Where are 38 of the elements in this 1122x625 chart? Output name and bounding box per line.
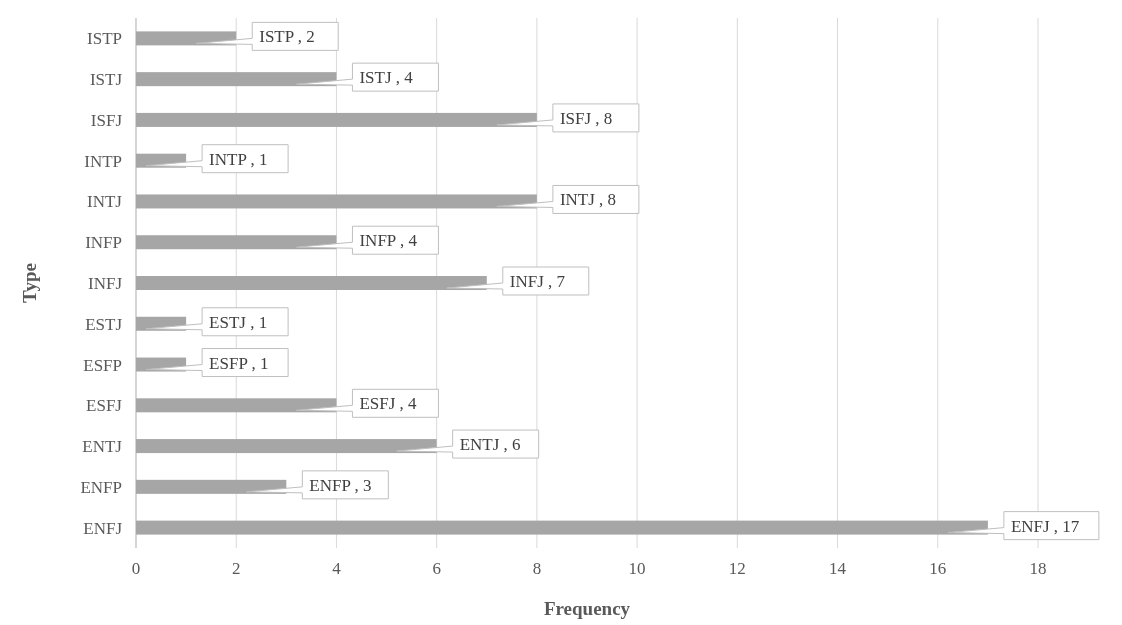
x-axis-title: Frequency — [543, 598, 631, 619]
data-label: ISTP , 2 — [259, 27, 315, 47]
y-axis-title: Type — [19, 263, 40, 303]
data-label: INFJ , 7 — [509, 272, 566, 291]
data-label: ESTJ , 1 — [209, 312, 268, 332]
data-label: INFP , 4 — [359, 231, 418, 251]
data-label: ESFJ , 4 — [359, 394, 418, 414]
x-tick-label: 18 — [1029, 559, 1047, 578]
y-tick-label: ISTJ — [89, 70, 123, 90]
data-label: ENFP , 3 — [309, 475, 372, 495]
y-tick-label: ENFJ — [83, 518, 123, 538]
y-tick-label: INTP — [84, 151, 122, 171]
data-label: INTJ , 8 — [559, 190, 617, 210]
y-tick-label: INFJ — [87, 274, 123, 293]
y-tick-label: ESFJ — [86, 396, 123, 416]
x-tick-label: 8 — [532, 559, 542, 578]
y-tick-label: ENFP — [80, 477, 122, 497]
data-label: INTP , 1 — [209, 149, 268, 169]
x-tick-label: 6 — [432, 559, 441, 578]
x-tick-label: 14 — [829, 559, 847, 578]
x-tick-label: 4 — [332, 559, 342, 578]
x-tick-label: 0 — [131, 559, 141, 578]
x-tick-label: 16 — [929, 559, 947, 578]
x-tick-label: 10 — [628, 559, 646, 578]
y-tick-label: INFP — [85, 233, 122, 253]
y-tick-label: ESFP — [83, 355, 122, 375]
data-label: ENFJ , 17 — [1010, 516, 1080, 536]
data-label: ISFJ , 8 — [559, 108, 613, 128]
y-tick-label: ENTJ — [82, 437, 123, 457]
y-tick-label: ISFJ — [90, 110, 123, 130]
y-tick-label: ESTJ — [85, 314, 123, 334]
x-tick-label: 2 — [231, 559, 241, 578]
data-label: ISTJ , 4 — [359, 68, 414, 88]
x-tick-label: 12 — [728, 559, 746, 578]
data-label: ENTJ , 6 — [459, 435, 521, 455]
data-label: ESFP , 1 — [209, 353, 269, 373]
y-tick-label: ISTP — [87, 29, 122, 49]
y-tick-label: INTJ — [87, 192, 123, 212]
